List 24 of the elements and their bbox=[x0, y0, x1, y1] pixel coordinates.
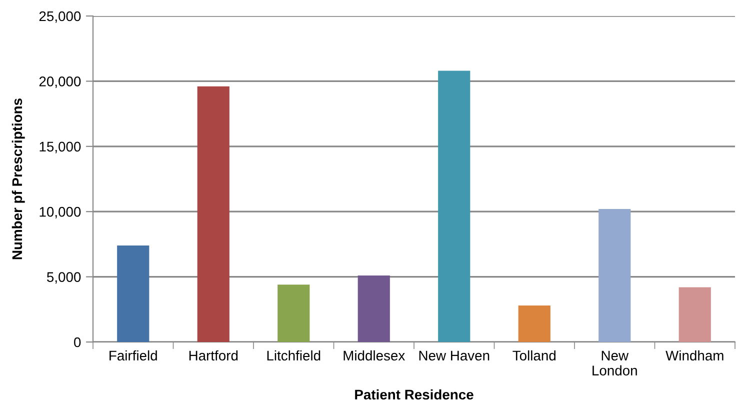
y-axis-title: Number pf Prescriptions bbox=[12, 98, 25, 260]
x-tick-label: Fairfield bbox=[110, 350, 157, 361]
bar bbox=[117, 246, 150, 342]
y-tick-label: 20,000 bbox=[39, 76, 81, 88]
x-axis-title: Patient Residence bbox=[355, 389, 474, 400]
bar bbox=[278, 284, 310, 342]
x-tick-label: Windham bbox=[666, 350, 724, 361]
x-tick-label: Tolland bbox=[512, 350, 556, 361]
y-tick-label: 0 bbox=[74, 337, 81, 348]
bar bbox=[438, 70, 470, 342]
x-tick-label: New Haven bbox=[419, 350, 490, 361]
x-tick-label: Litchfield bbox=[267, 350, 320, 361]
x-tick-label: New London bbox=[592, 350, 637, 376]
x-tick-label: Middlesex bbox=[344, 350, 405, 361]
bar bbox=[197, 86, 230, 342]
bar bbox=[598, 208, 631, 342]
bar bbox=[518, 305, 550, 342]
y-tick-label: 25,000 bbox=[39, 11, 81, 23]
y-tick-label: 5,000 bbox=[46, 272, 81, 284]
y-tick-label: 15,000 bbox=[40, 142, 81, 154]
bar bbox=[678, 287, 711, 342]
y-tick-label: 10,000 bbox=[40, 206, 81, 218]
bar bbox=[358, 275, 390, 342]
x-tick-label: Hartford bbox=[189, 350, 238, 361]
